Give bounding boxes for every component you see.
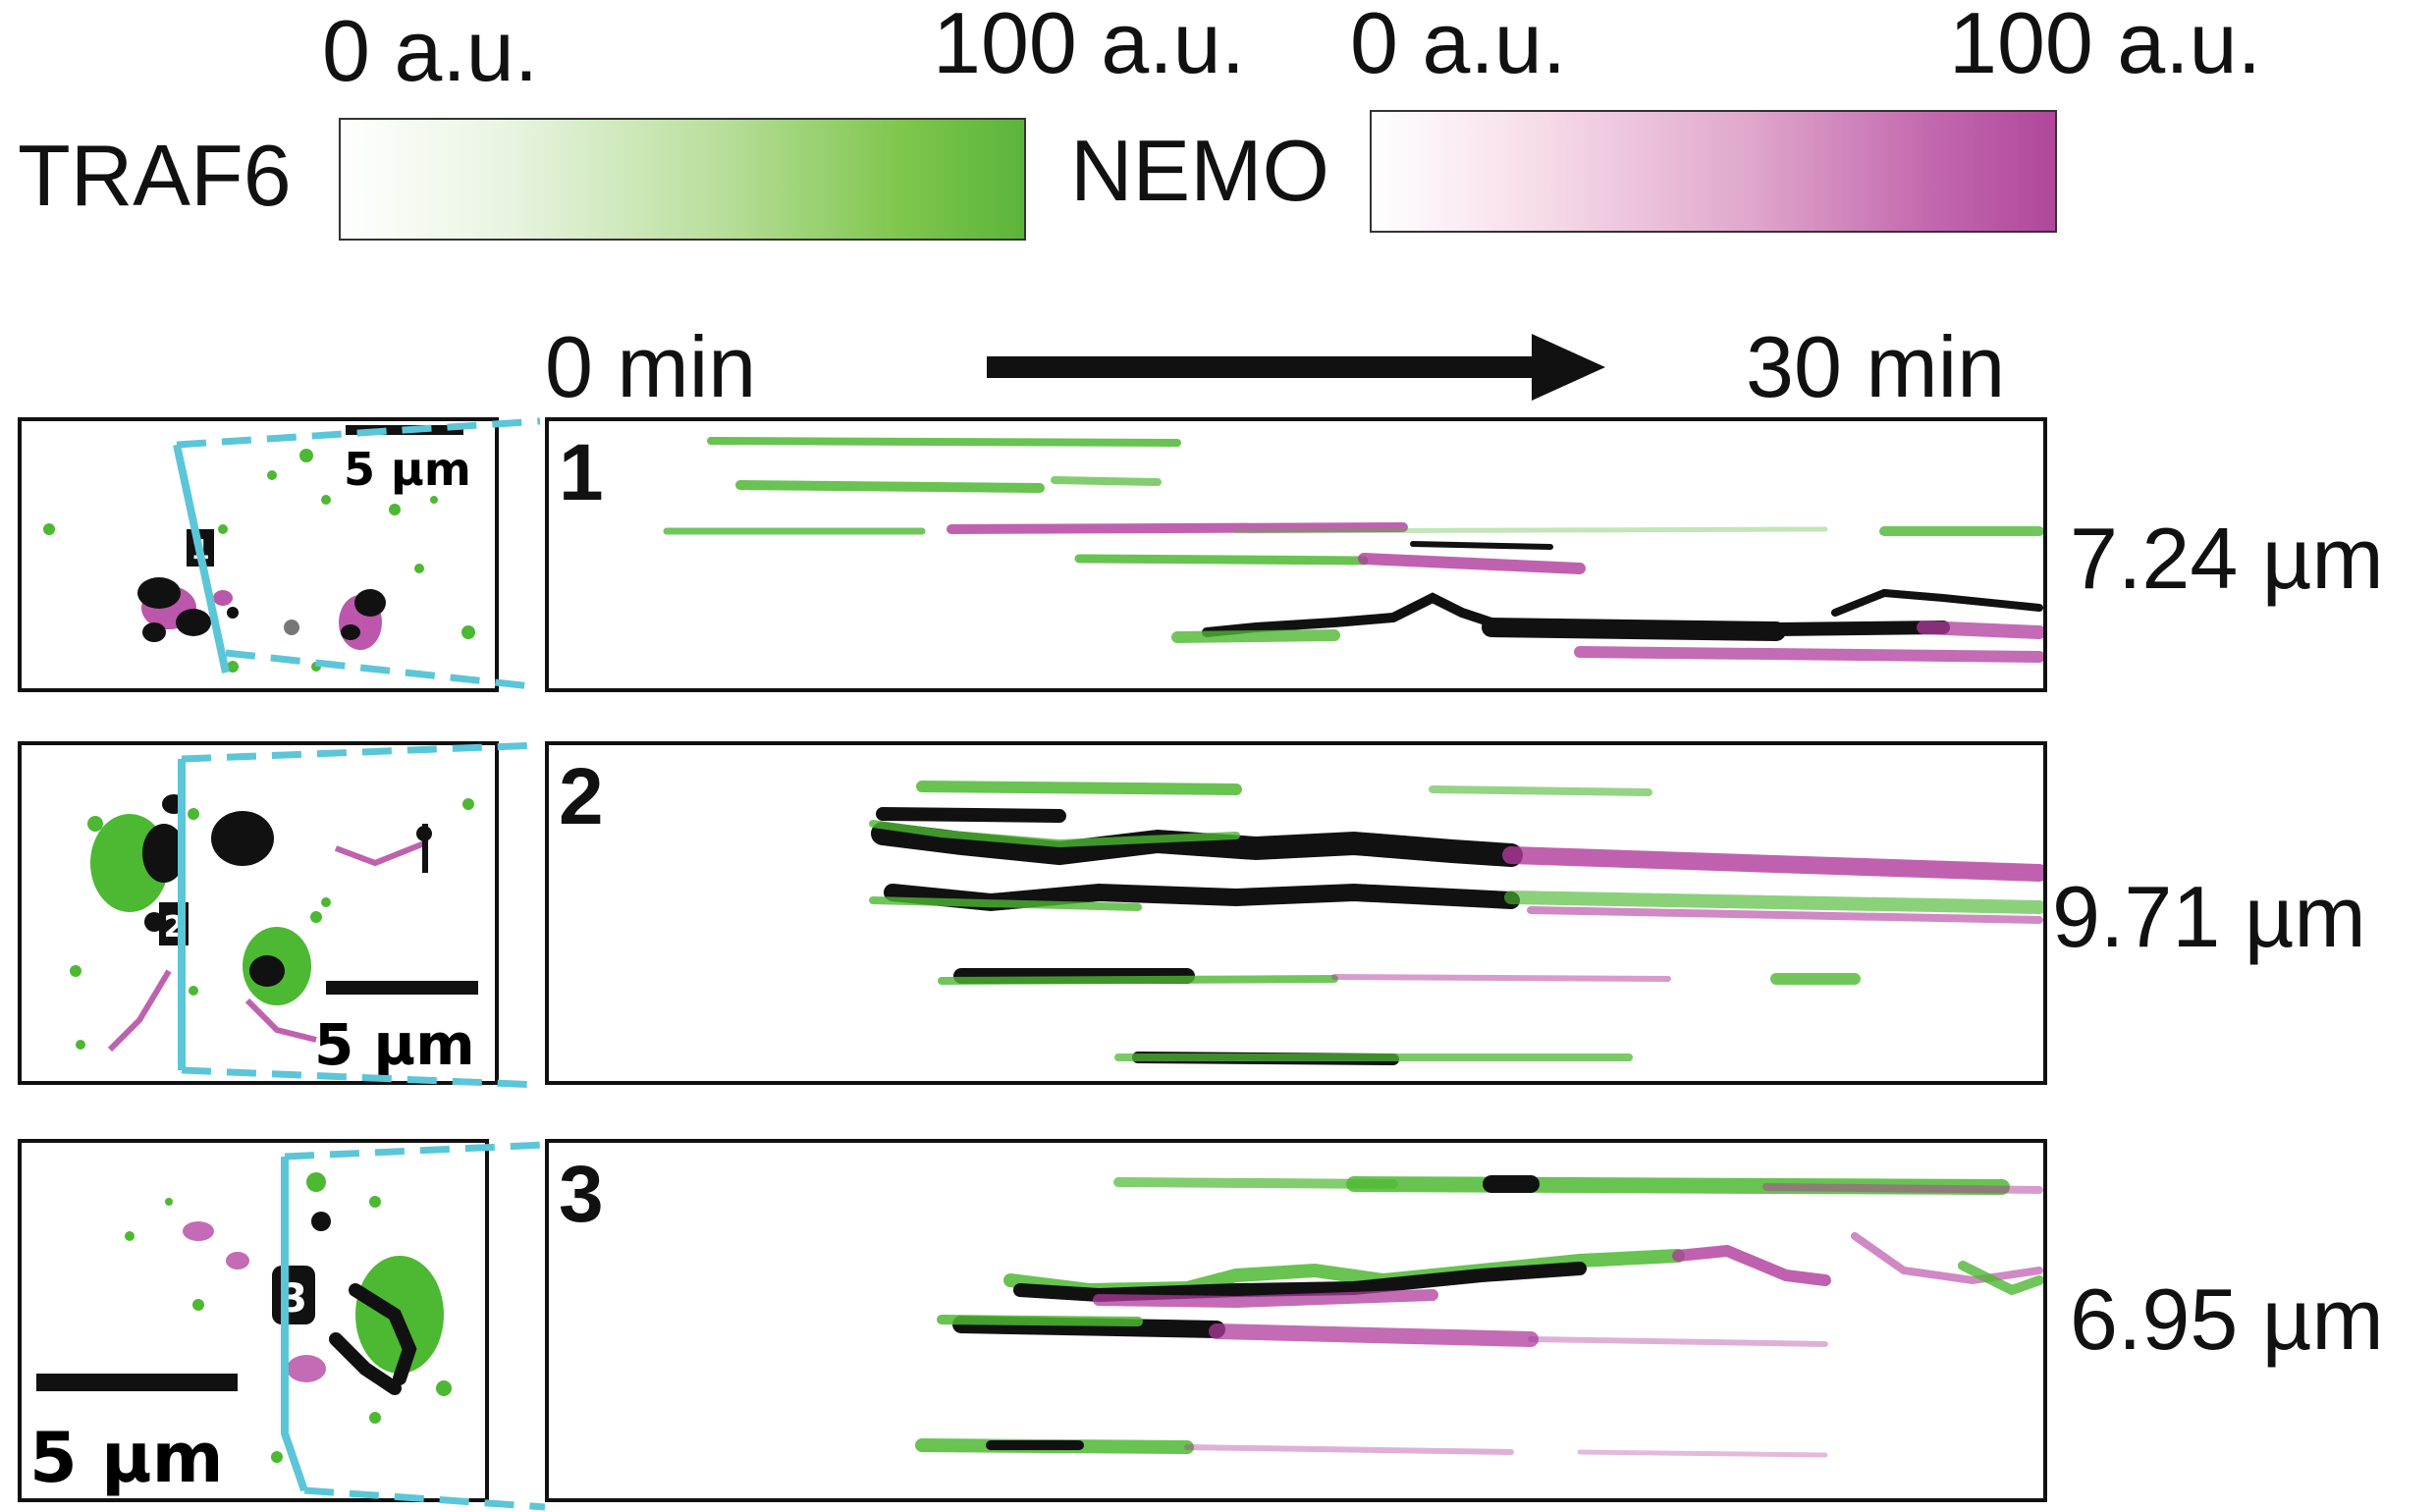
cell-image-3: 3 5 µm (18, 1139, 489, 1502)
nemo-min-label: 0 a.u. (1350, 0, 1567, 91)
traf6-max-label: 100 a.u. (933, 0, 1246, 91)
kymograph-number-3: 3 (559, 1150, 604, 1239)
cell-micrograph-2: 2 5 µm (70, 794, 478, 1078)
kymograph-number-1: 1 (559, 428, 604, 517)
cell-micrograph-3: 3 5 µm (29, 1172, 452, 1498)
scalebar-3 (36, 1374, 238, 1391)
time-end-label: 30 min (1746, 318, 2006, 415)
scalebar-label-2: 5 µm (314, 1011, 475, 1078)
time-start-label: 0 min (545, 318, 757, 415)
traf6-label: TRAF6 (18, 127, 292, 224)
nemo-max-label: 100 a.u. (1949, 0, 2262, 91)
traf6-colorbar (339, 118, 1026, 241)
cell-image-1: 1 5 µm (18, 417, 499, 692)
kymograph-1: 1 (545, 417, 2047, 692)
roi-outline-3 (281, 1141, 546, 1511)
roi-outline-2 (178, 741, 541, 1089)
kymograph-3: 3 (545, 1139, 2047, 1502)
nemo-label: NEMO (1070, 122, 1329, 219)
scalebar-2 (326, 981, 478, 995)
time-arrow-icon (987, 334, 1605, 401)
traf6-min-label: 0 a.u. (322, 2, 539, 99)
nemo-colorbar (1370, 110, 2057, 233)
cell-micrograph-1: 1 5 µm (43, 425, 475, 673)
roi-outline-1 (173, 417, 541, 691)
kymograph-2: 2 (545, 741, 2047, 1085)
length-label-3: 6.95 µm (2070, 1270, 2384, 1368)
length-label-2: 9.71 µm (2052, 868, 2366, 965)
scalebar-label-1: 5 µm (344, 443, 471, 496)
kymograph-number-2: 2 (559, 752, 604, 841)
cell-image-2: 2 5 µm (18, 741, 499, 1085)
length-label-1: 7.24 µm (2070, 510, 2384, 607)
scalebar-label-3: 5 µm (29, 1418, 224, 1498)
